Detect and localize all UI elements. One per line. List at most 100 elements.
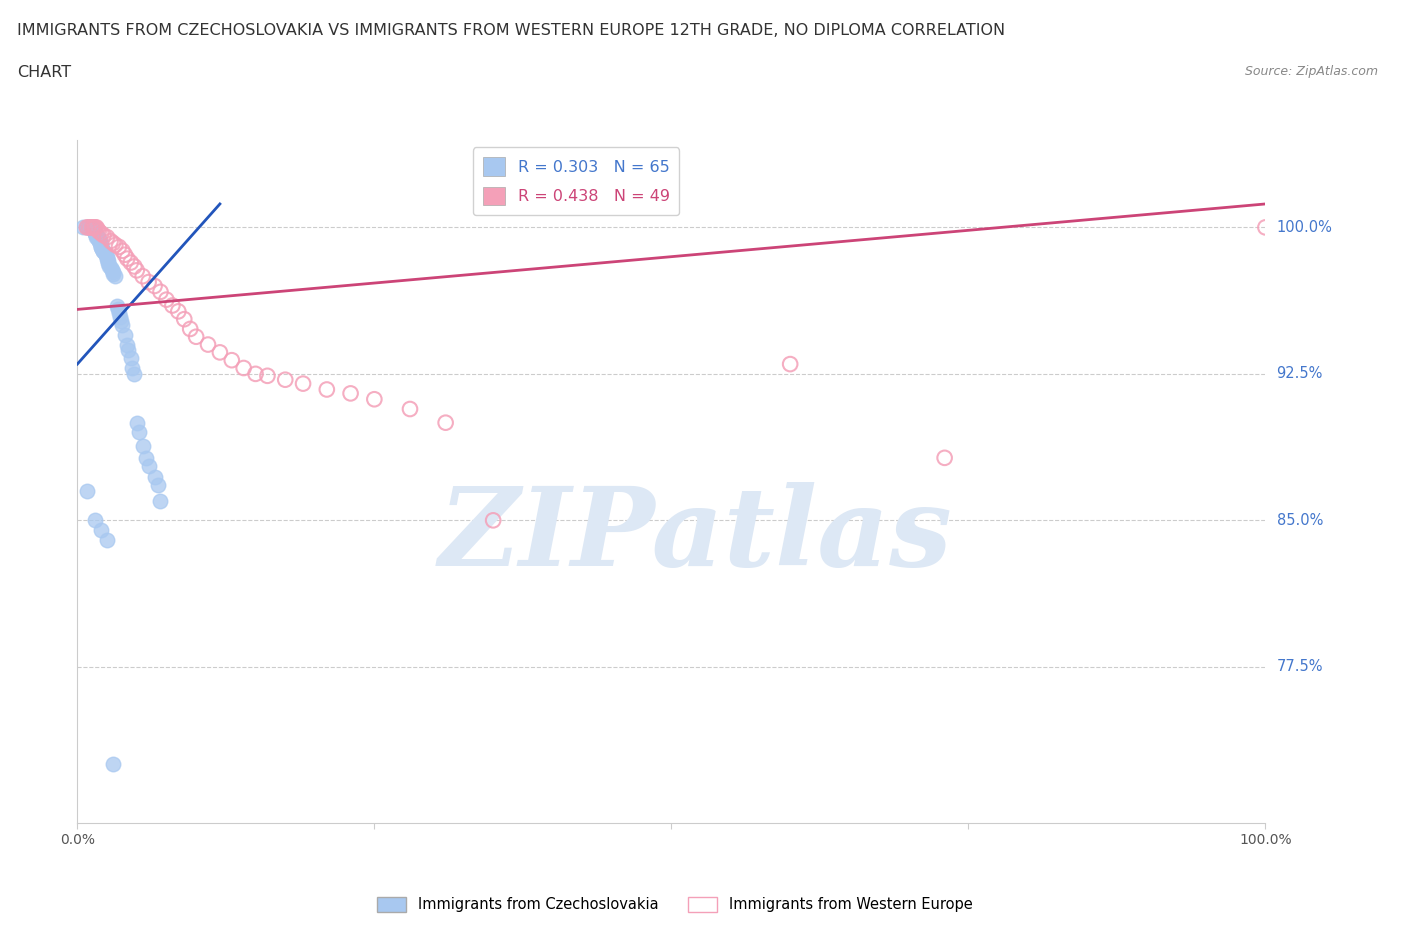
Point: [90, 523, 112, 538]
Point: [90, 237, 112, 252]
Point: [108, 306, 131, 321]
Point: [363, 392, 385, 406]
Point: [101, 235, 124, 250]
Point: [115, 337, 138, 352]
Point: [339, 386, 361, 401]
Legend: Immigrants from Czechoslovakia, Immigrants from Western Europe: Immigrants from Czechoslovakia, Immigran…: [371, 891, 979, 918]
Point: [83, 224, 105, 239]
Point: [94, 247, 117, 262]
Point: [114, 247, 136, 262]
Point: [104, 237, 127, 252]
Point: [90, 226, 112, 241]
Point: [96, 532, 118, 547]
Point: [125, 263, 148, 278]
Point: [117, 343, 139, 358]
Point: [315, 382, 337, 397]
Point: [779, 356, 801, 371]
Point: [131, 439, 153, 454]
Point: [138, 274, 160, 289]
Point: [86, 230, 108, 245]
Point: [274, 372, 297, 387]
Text: ZIPatlas: ZIPatlas: [439, 483, 952, 590]
Point: [82, 219, 104, 234]
Point: [131, 269, 153, 284]
Point: [97, 255, 120, 270]
Point: [82, 222, 104, 237]
Point: [135, 450, 157, 465]
Point: [1254, 219, 1277, 234]
Point: [87, 232, 110, 246]
Point: [143, 470, 166, 485]
Text: IMMIGRANTS FROM CZECHOSLOVAKIA VS IMMIGRANTS FROM WESTERN EUROPE 12TH GRADE, NO : IMMIGRANTS FROM CZECHOSLOVAKIA VS IMMIGR…: [17, 23, 1005, 38]
Point: [87, 233, 110, 248]
Point: [77, 219, 100, 234]
Point: [256, 368, 278, 383]
Legend: R = 0.303   N = 65, R = 0.438   N = 49: R = 0.303 N = 65, R = 0.438 N = 49: [474, 148, 679, 215]
Point: [197, 337, 219, 352]
Point: [84, 226, 107, 241]
Point: [87, 224, 110, 239]
Point: [149, 285, 172, 299]
Point: [83, 219, 105, 234]
Point: [86, 228, 108, 243]
Point: [934, 450, 956, 465]
Point: [146, 478, 169, 493]
Point: [86, 228, 108, 243]
Point: [115, 251, 138, 266]
Point: [101, 267, 124, 282]
Point: [76, 219, 98, 234]
Point: [86, 219, 108, 234]
Text: 85.0%: 85.0%: [1277, 512, 1323, 528]
Point: [84, 226, 107, 241]
Point: [120, 255, 142, 270]
Point: [93, 246, 115, 260]
Point: [124, 259, 146, 273]
Point: [104, 269, 127, 284]
Point: [111, 317, 134, 332]
Point: [105, 298, 128, 312]
Point: [97, 253, 120, 268]
Point: [77, 219, 100, 234]
Point: [179, 322, 201, 337]
Point: [125, 415, 148, 430]
Point: [138, 458, 160, 473]
Point: [86, 222, 108, 237]
Point: [86, 230, 108, 245]
Point: [399, 402, 422, 417]
Text: Source: ZipAtlas.com: Source: ZipAtlas.com: [1244, 65, 1378, 78]
Text: 77.5%: 77.5%: [1277, 659, 1323, 674]
Point: [84, 512, 107, 527]
Text: 100.0%: 100.0%: [1277, 219, 1333, 235]
Point: [76, 484, 98, 498]
Point: [120, 351, 142, 365]
Point: [110, 313, 132, 328]
Point: [76, 219, 98, 234]
Point: [101, 263, 124, 278]
Point: [173, 312, 195, 326]
Point: [72, 219, 94, 234]
Point: [90, 239, 112, 254]
Point: [82, 219, 104, 234]
Point: [245, 366, 267, 381]
Point: [101, 265, 124, 280]
Point: [96, 251, 118, 266]
Point: [149, 493, 172, 508]
Point: [80, 219, 103, 234]
Point: [124, 366, 146, 381]
Point: [76, 219, 98, 234]
Point: [434, 415, 457, 430]
Point: [89, 235, 111, 250]
Point: [292, 376, 315, 391]
Point: [114, 327, 136, 342]
Point: [84, 219, 107, 234]
Text: CHART: CHART: [17, 65, 70, 80]
Point: [100, 261, 122, 276]
Point: [101, 757, 124, 772]
Point: [96, 249, 118, 264]
Point: [93, 244, 115, 259]
Point: [221, 352, 243, 367]
Point: [86, 232, 108, 246]
Point: [93, 228, 115, 243]
Point: [90, 239, 112, 254]
Point: [108, 239, 131, 254]
